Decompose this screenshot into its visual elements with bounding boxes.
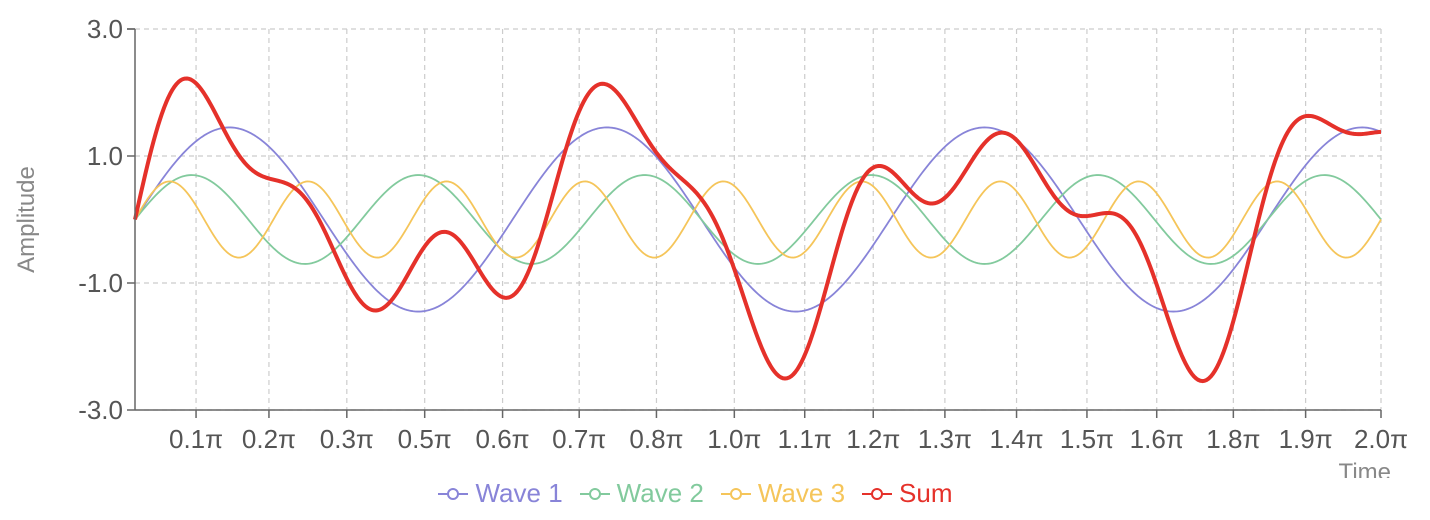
x-tick-label: 0.2π	[242, 424, 296, 454]
legend-item-wave-3[interactable]: Wave 3	[720, 478, 845, 509]
x-tick-label: 2.0π	[1354, 424, 1408, 454]
y-tick-label: -3.0	[78, 395, 123, 425]
x-tick-label: 0.7π	[552, 424, 606, 454]
x-tick-label: 0.6π	[476, 424, 530, 454]
x-tick-label: 1.6π	[1130, 424, 1184, 454]
x-tick-label: 1.8π	[1206, 424, 1260, 454]
legend-item-sum[interactable]: Sum	[861, 478, 953, 509]
legend-marker-icon	[862, 487, 893, 500]
grid	[135, 28, 1382, 411]
line-chart: 3.0 1.0 -1.0 -3.0 0.1π 0.2π 0.3π 0.5π 0.6π 0.7π 0.…	[13, 14, 1408, 478]
axes: 3.0 1.0 -1.0 -3.0 0.1π 0.2π 0.3π 0.5π 0.6π 0.7π 0.…	[78, 14, 1408, 454]
x-tick-label: 1.9π	[1279, 424, 1333, 454]
legend-marker-icon	[720, 487, 751, 500]
x-tick-label: 1.1π	[778, 424, 832, 454]
legend-label: Wave 1	[475, 478, 563, 508]
series-line-wave-1	[134, 126, 1382, 313]
y-tick-label: 3.0	[87, 14, 123, 44]
x-tick-label: 1.2π	[846, 424, 900, 454]
x-tick-label: 0.5π	[398, 424, 452, 454]
x-tick-label: 0.3π	[320, 424, 374, 454]
x-tick-label: 1.0π	[707, 424, 761, 454]
legend: Wave 1 Wave 2 Wave 3 Sum	[0, 478, 1390, 509]
series-line-wave-2	[134, 174, 1382, 265]
x-tick-label: 1.4π	[989, 424, 1043, 454]
series-line-sum	[133, 76, 1382, 384]
series-lines	[133, 76, 1382, 384]
legend-marker-icon	[579, 487, 610, 500]
x-tick-label: 0.1π	[169, 424, 223, 454]
x-tick-label: 0.8π	[629, 424, 683, 454]
legend-label: Wave 3	[757, 478, 846, 508]
legend-marker-icon	[438, 487, 469, 500]
legend-label: Sum	[899, 478, 953, 508]
y-tick-label: 1.0	[87, 141, 123, 171]
legend-label: Wave 2	[616, 478, 704, 508]
x-tick-label: 1.3π	[918, 424, 972, 454]
y-tick-label: -1.0	[78, 268, 123, 298]
legend-item-wave-2[interactable]: Wave 2	[579, 478, 704, 509]
x-tick-label: 1.5π	[1060, 424, 1114, 454]
y-axis-title: Amplitude	[13, 166, 40, 273]
series-line-wave-3	[134, 180, 1382, 259]
legend-item-wave-1[interactable]: Wave 1	[437, 478, 563, 509]
x-axis-title: Time	[1339, 459, 1391, 478]
